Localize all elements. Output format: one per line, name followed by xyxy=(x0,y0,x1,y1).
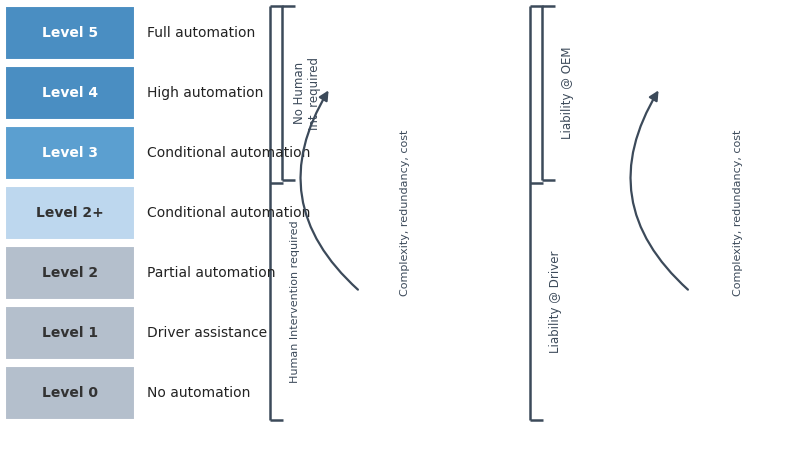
FancyBboxPatch shape xyxy=(5,186,135,240)
Text: Complexity, redundancy, cost: Complexity, redundancy, cost xyxy=(400,130,410,296)
Text: No Human
Int. required: No Human Int. required xyxy=(293,57,321,130)
Text: No automation: No automation xyxy=(147,386,250,400)
FancyBboxPatch shape xyxy=(5,306,135,360)
Text: Human Intervention required: Human Intervention required xyxy=(290,220,300,383)
Text: High automation: High automation xyxy=(147,86,263,100)
Text: Level 2: Level 2 xyxy=(42,266,98,280)
Text: Conditional automation: Conditional automation xyxy=(147,146,310,160)
FancyBboxPatch shape xyxy=(5,6,135,60)
Text: Level 2+: Level 2+ xyxy=(36,206,104,220)
Text: Liability @ Driver: Liability @ Driver xyxy=(549,250,562,353)
Text: Liability @ OEM: Liability @ OEM xyxy=(561,47,574,139)
FancyBboxPatch shape xyxy=(5,366,135,420)
Text: Conditional automation: Conditional automation xyxy=(147,206,310,220)
Text: Level 1: Level 1 xyxy=(42,326,98,340)
Text: Level 0: Level 0 xyxy=(42,386,98,400)
FancyBboxPatch shape xyxy=(5,66,135,120)
Text: Partial automation: Partial automation xyxy=(147,266,275,280)
Text: Level 4: Level 4 xyxy=(42,86,98,100)
Text: Full automation: Full automation xyxy=(147,26,255,40)
Text: Complexity, redundancy, cost: Complexity, redundancy, cost xyxy=(733,130,743,296)
FancyBboxPatch shape xyxy=(5,246,135,300)
Text: Driver assistance: Driver assistance xyxy=(147,326,267,340)
Text: Level 3: Level 3 xyxy=(42,146,98,160)
FancyBboxPatch shape xyxy=(5,126,135,180)
Text: Level 5: Level 5 xyxy=(42,26,98,40)
